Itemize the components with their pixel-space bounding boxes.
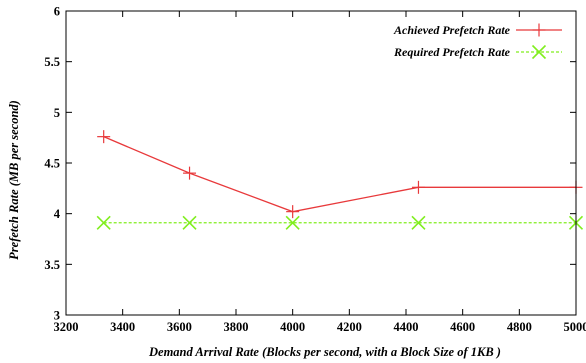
- series-2-point: [182, 215, 197, 230]
- legend: Achieved Prefetch Rate Required Prefetch …: [393, 23, 562, 60]
- series-1-point: [183, 166, 197, 180]
- x-tick-label: 4200: [337, 320, 362, 334]
- y-axis-label: Prefetch Rate (MB per second): [7, 100, 21, 260]
- y-tick-label: 3.5: [44, 258, 60, 272]
- y-tick-label: 3: [54, 309, 60, 323]
- series-2-point: [285, 215, 300, 230]
- x-tick-labels: 3200 3400 3600 3800 4000 4200 4400 4600 4800 5000: [54, 320, 586, 334]
- x-tick-label: 4400: [394, 320, 419, 334]
- marker-stroke: [96, 215, 111, 230]
- y-tick-label: 5: [54, 106, 60, 120]
- plot-frame: [65, 10, 577, 316]
- series-2-point: [411, 215, 426, 230]
- series-layer: [96, 130, 584, 230]
- series-1-point: [411, 180, 425, 194]
- x-tick-label: 3400: [110, 320, 135, 334]
- legend-marker: [532, 23, 546, 37]
- y-tick-label: 4: [54, 207, 61, 221]
- series-1-point: [97, 130, 111, 144]
- series-1-point: [286, 205, 300, 219]
- y-tick-label: 5.5: [44, 55, 60, 69]
- x-tick-label: 3200: [54, 320, 79, 334]
- y-tick-label: 6: [54, 5, 60, 19]
- y-tick-labels: 3 3.5 4 4.5 5 5.5 6: [44, 5, 60, 323]
- x-tick-label: 3800: [224, 320, 249, 334]
- x-tick-label: 4000: [280, 320, 305, 334]
- series-line-1: [103, 136, 576, 213]
- legend-label: Required Prefetch Rate: [393, 45, 511, 59]
- legend-label: Achieved Prefetch Rate: [393, 23, 511, 37]
- x-tick-label: 5000: [564, 320, 586, 334]
- marker-stroke: [411, 215, 426, 230]
- marker-stroke: [285, 215, 300, 230]
- x-axis-label: Demand Arrival Rate (Blocks per second, …: [148, 345, 501, 359]
- series-2-point: [96, 215, 111, 230]
- legend-marker: [531, 44, 547, 60]
- y-tick-label: 4.5: [44, 157, 60, 171]
- x-tick-label: 4800: [507, 320, 532, 334]
- marker-stroke: [531, 44, 547, 60]
- x-tick-label: 3600: [167, 320, 192, 334]
- tick-marks: [65, 10, 577, 316]
- x-tick-label: 4600: [450, 320, 475, 334]
- marker-stroke: [182, 215, 197, 230]
